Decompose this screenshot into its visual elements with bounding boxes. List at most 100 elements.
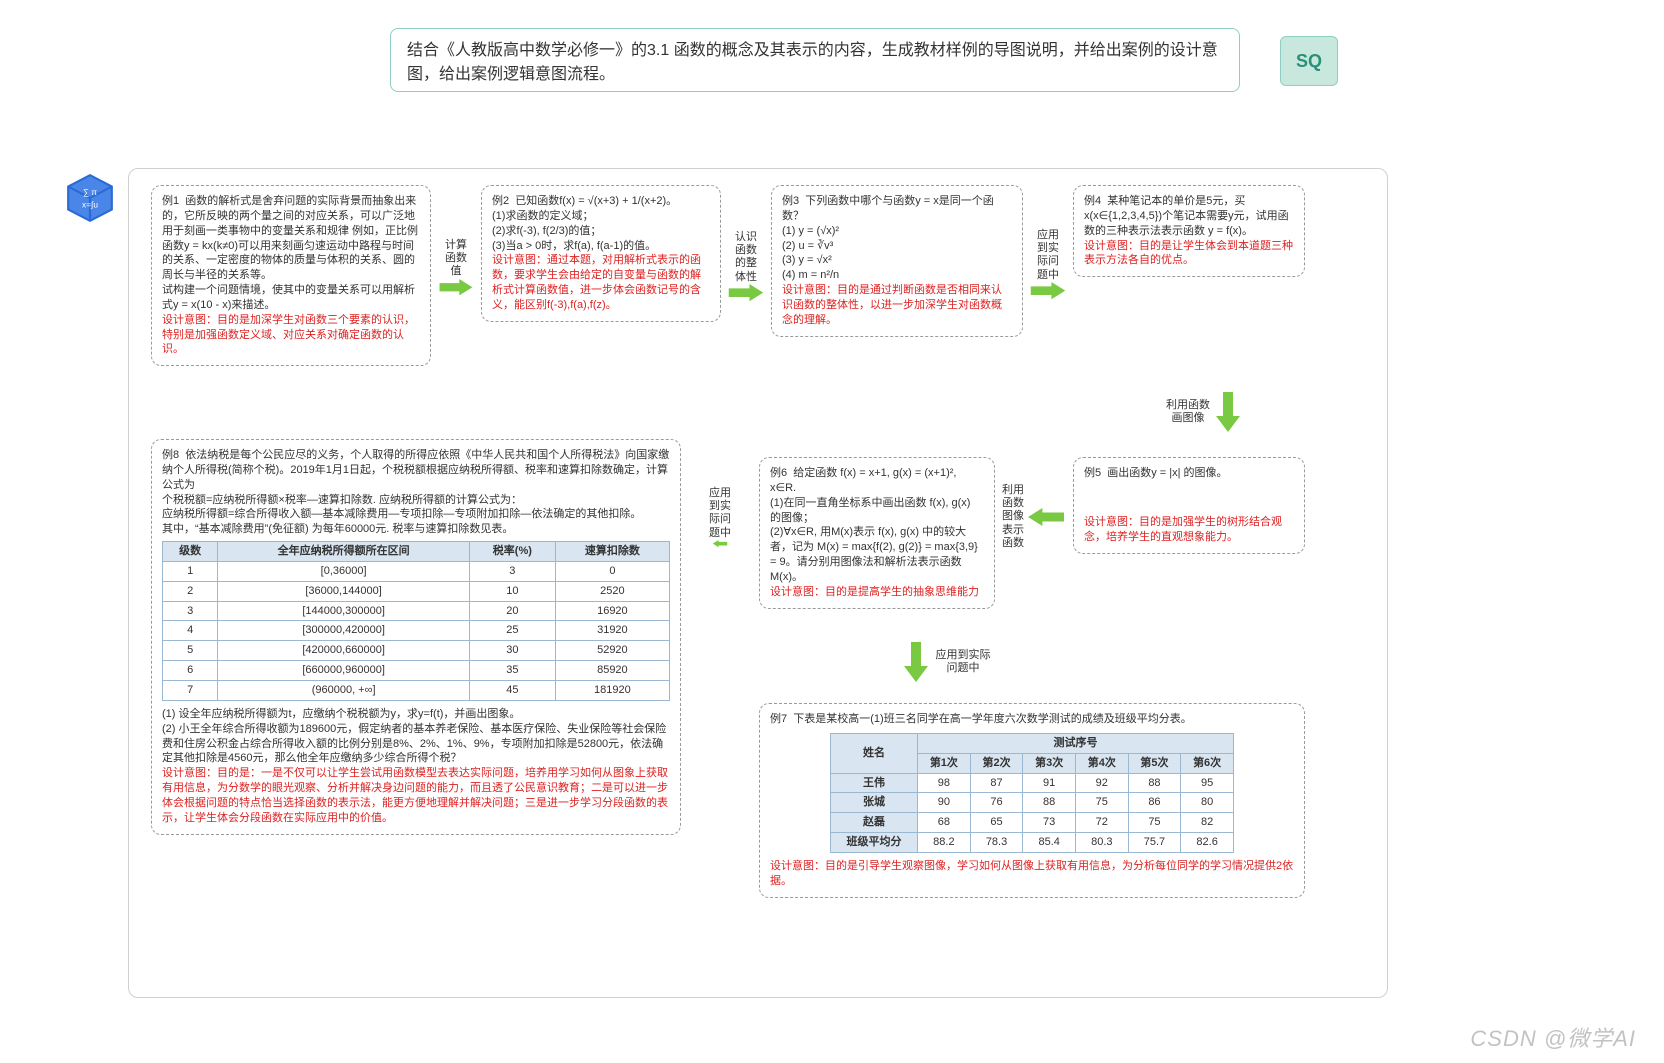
prompt-input[interactable]: 结合《人教版高中数学必修一》的3.1 函数的概念及其表示的内容，生成教材样例的导… [390, 28, 1240, 92]
td: 92 [1075, 773, 1128, 793]
ex2-head: 已知函数f(x) = √(x+3) + 1/(x+2)。 [515, 195, 677, 207]
ex2-l1: (1)求函数的定义域； [492, 209, 710, 224]
arrow-6-7-label: 应用到实际问题中 [936, 649, 991, 675]
ex2-intent: 设计意图：通过本题，对用解析式表示的函数，要求学生会由给定的自变量与函数的解析式… [492, 253, 710, 312]
ex4-intent: 设计意图：目的是让学生体会到本道题三种表示方法各自的优点。 [1084, 239, 1294, 269]
arrow-6-8: 应用到实际问题中 [685, 487, 755, 547]
th: 测试序号 [918, 733, 1234, 753]
ex3-l2: (2) u = ∛v³ [782, 239, 1012, 254]
th: 第5次 [1128, 753, 1181, 773]
node-ex3: 例3 下列函数中哪个与函数y = x是同一个函数？ (1) y = (√x)² … [771, 185, 1023, 337]
table-row: 2[36000,144000]102520 [163, 581, 670, 601]
node-ex2: 例2 已知函数f(x) = √(x+3) + 1/(x+2)。 (1)求函数的定… [481, 185, 721, 322]
ex8-q1: (1) 设全年应纳税所得额为t，应缴纳个税税额为y，求y=f(t)，并画出图象。 [162, 707, 670, 722]
td: 76 [970, 793, 1023, 813]
th: 班级平均分 [831, 833, 918, 853]
td: 75 [1075, 793, 1128, 813]
table-row: 6[660000,960000]3585920 [163, 661, 670, 681]
td: 2520 [555, 581, 669, 601]
td: 72 [1075, 813, 1128, 833]
th: 第2次 [970, 753, 1023, 773]
table-row: 4[300000,420000]2531920 [163, 621, 670, 641]
td: 98 [918, 773, 971, 793]
th: 赵磊 [831, 813, 918, 833]
td: 65 [970, 813, 1023, 833]
ex1-title: 例1 [162, 195, 179, 207]
th: 全年应纳税所得额所在区间 [218, 542, 470, 562]
arrow-4-5-label: 利用函数画图像 [1166, 399, 1210, 425]
node-ex1: 例1 函数的解析式是舍弃问题的实际背景而抽象出来的，它所反映的两个量之间的对应关… [151, 185, 431, 366]
td: [420000,660000] [218, 641, 470, 661]
table-row: 张城907688758680 [831, 793, 1234, 813]
td: 20 [469, 601, 555, 621]
ex7-title: 例7 [770, 713, 787, 725]
td: 0 [555, 561, 669, 581]
table-row: 班级平均分88.278.385.480.375.782.6 [831, 833, 1234, 853]
td: 3 [469, 561, 555, 581]
ex3-head: 下列函数中哪个与函数y = x是同一个函数？ [782, 195, 994, 222]
arrow-2-3-label: 认识函数的整体性 [735, 231, 757, 284]
td: 87 [970, 773, 1023, 793]
td: 88.2 [918, 833, 971, 853]
arrow-2-3: 认识函数的整体性 [725, 231, 767, 301]
th: 姓名 [831, 733, 918, 773]
ex4-body: 某种笔记本的单价是5元，买x(x∈{1,2,3,4,5})个笔记本需要y元，试用… [1084, 195, 1289, 237]
arrow-1-2: 计算函数值 [435, 239, 477, 295]
ex3-intent: 设计意图：目的是通过判断函数是否相同来认识函数的整体性，以进一步加深学生对函数概… [782, 283, 1012, 328]
watermark: CSDN @微学AI [1470, 1021, 1636, 1053]
td: 7 [163, 680, 218, 700]
score-table: 姓名 测试序号 第1次第2次第3次第4次第5次第6次 王伟98879192889… [830, 733, 1234, 853]
th: 第3次 [1023, 753, 1076, 773]
td: 6 [163, 661, 218, 681]
td: 5 [163, 641, 218, 661]
ex5-body: 画出函数y = |x| 的图像。 [1107, 467, 1227, 479]
ex8-intent: 设计意图：目的是：一是不仅可以让学生尝试用函数模型去表达实际问题，培养用学习如何… [162, 766, 670, 825]
td: 45 [469, 680, 555, 700]
th: 级数 [163, 542, 218, 562]
td: 86 [1128, 793, 1181, 813]
th: 税率(%) [469, 542, 555, 562]
table-row: 王伟988791928895 [831, 773, 1234, 793]
ex7-intent: 设计意图：目的是引导学生观察图像，学习如何从图像上获取有用信息，为分析每位同学的… [770, 859, 1294, 889]
ex8-p4: 其中，“基本减除费用”(免征额) 为每年60000元. 税率与速算扣除数见表。 [162, 522, 670, 537]
ex7-head: 下表是某校高一(1)班三名同学在高一学年度六次数学测试的成绩及班级平均分表。 [793, 713, 1191, 725]
ex3-title: 例3 [782, 195, 799, 207]
svg-text:∑ π: ∑ π [83, 187, 97, 197]
td: 95 [1181, 773, 1234, 793]
td: [300000,420000] [218, 621, 470, 641]
td: 85.4 [1023, 833, 1076, 853]
td: 85920 [555, 661, 669, 681]
th: 第1次 [918, 753, 971, 773]
th: 王伟 [831, 773, 918, 793]
table-row: 1[0,36000]30 [163, 561, 670, 581]
assistant-avatar-icon: ∑ πx=∫u [64, 172, 116, 224]
td: [660000,960000] [218, 661, 470, 681]
ex3-l4: (4) m = n²/n [782, 268, 1012, 283]
td: 181920 [555, 680, 669, 700]
node-ex7: 例7 下表是某校高一(1)班三名同学在高一学年度六次数学测试的成绩及班级平均分表… [759, 703, 1305, 898]
tax-table: 级数 全年应纳税所得额所在区间 税率(%) 速算扣除数 1[0,36000]30… [162, 541, 670, 701]
td: 25 [469, 621, 555, 641]
ex2-l2: (2)求f(-3), f(2/3)的值； [492, 224, 710, 239]
ex6-l1: (1)在同一直角坐标系中画出函数 f(x), g(x) 的图像； [770, 496, 984, 526]
user-avatar: SQ [1280, 36, 1338, 86]
td: 4 [163, 621, 218, 641]
arrow-6-7: 应用到实际问题中 [857, 637, 1037, 687]
td: 88 [1023, 793, 1076, 813]
arrow-1-2-label: 计算函数值 [445, 239, 467, 279]
td: 80 [1181, 793, 1234, 813]
td: 75.7 [1128, 833, 1181, 853]
ex1-body2: 试构建一个问题情境，使其中的变量关系可以用解析式y = x(10 - x)来描述… [162, 284, 415, 311]
ex6-title: 例6 [770, 467, 787, 479]
td: 10 [469, 581, 555, 601]
ex1-body: 函数的解析式是舍弃问题的实际背景而抽象出来的，它所反映的两个量之间的对应关系，可… [162, 195, 418, 281]
ex6-intent: 设计意图：目的是提高学生的抽象思维能力 [770, 585, 984, 600]
td: 16920 [555, 601, 669, 621]
td: 73 [1023, 813, 1076, 833]
ex2-l3: (3)当a > 0时，求f(a), f(a-1)的值。 [492, 239, 710, 254]
th: 速算扣除数 [555, 542, 669, 562]
ex8-p1: 依法纳税是每个公民应尽的义务，个人取得的所得应依照《中华人民共和国个人所得税法》… [162, 449, 669, 491]
ex5-intent: 设计意图：目的是加强学生的树形结合观念，培养学生的直观想象能力。 [1084, 515, 1294, 545]
arrow-6-8-label: 应用到实际问题中 [709, 487, 731, 540]
td: 30 [469, 641, 555, 661]
